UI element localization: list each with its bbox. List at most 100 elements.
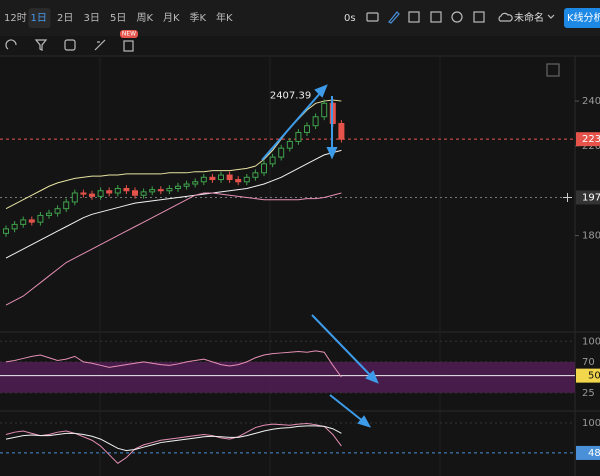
candle-body bbox=[106, 190, 113, 194]
tool-icon[interactable] bbox=[5, 39, 17, 50]
candle-body bbox=[80, 192, 87, 195]
selected-bg bbox=[28, 8, 51, 28]
candle-body bbox=[114, 188, 121, 194]
pen-icon[interactable] bbox=[388, 11, 400, 24]
crosshair-tag-bg bbox=[576, 190, 600, 205]
candle-body bbox=[175, 185, 181, 190]
arrow-head bbox=[314, 84, 328, 98]
candle-body bbox=[252, 172, 259, 178]
candle-body bbox=[123, 188, 130, 192]
dropdown-icon[interactable] bbox=[547, 14, 555, 19]
interval-tab[interactable]: 1日 bbox=[31, 13, 47, 24]
candle-body bbox=[218, 174, 224, 181]
candle-body bbox=[89, 193, 95, 197]
arrow-head bbox=[357, 415, 372, 428]
interval-tab[interactable]: 年K bbox=[216, 11, 233, 24]
overlay-line bbox=[5, 192, 342, 306]
y-tick-label: 25 bbox=[582, 388, 595, 399]
candle-body bbox=[28, 219, 35, 223]
toolbar-icons bbox=[5, 11, 560, 77]
delete-icon[interactable] bbox=[123, 40, 134, 52]
interval-tab[interactable]: 月K bbox=[163, 12, 180, 24]
indicator-line bbox=[5, 423, 342, 464]
candle-body bbox=[304, 125, 310, 133]
candle-body bbox=[312, 116, 319, 127]
cloud-icon[interactable] bbox=[498, 12, 513, 22]
timer: 0s bbox=[344, 13, 356, 24]
interval-tab[interactable]: 周K bbox=[137, 12, 154, 24]
y-tick-label: 2200 bbox=[582, 141, 600, 152]
interval-tab[interactable]: 2日 bbox=[57, 13, 73, 24]
candle-body bbox=[63, 201, 70, 210]
compare-icon[interactable] bbox=[64, 39, 76, 51]
fullscreen-icon[interactable] bbox=[430, 11, 442, 23]
candle-body bbox=[149, 189, 156, 193]
price-tag: 2230 bbox=[582, 134, 600, 145]
candle-body bbox=[261, 163, 267, 174]
interval-tab[interactable]: 12时 bbox=[4, 12, 27, 24]
price-tag-bg bbox=[576, 132, 600, 147]
expand-icon[interactable] bbox=[546, 63, 560, 77]
toolbar bbox=[0, 0, 600, 36]
candle-body bbox=[295, 131, 302, 142]
level-tag: 48 bbox=[588, 448, 600, 459]
analysis-button[interactable]: K线分析 bbox=[567, 11, 600, 24]
candle-body bbox=[243, 176, 250, 183]
candle-body bbox=[192, 181, 199, 185]
candle-body bbox=[235, 179, 242, 183]
candle-body bbox=[166, 188, 173, 192]
candle-body bbox=[209, 176, 216, 181]
candle-body bbox=[132, 190, 138, 196]
crosshair-tag: 1970 bbox=[582, 192, 600, 203]
filter-icon[interactable] bbox=[34, 39, 48, 51]
candle-body bbox=[278, 147, 285, 158]
candle-body bbox=[20, 219, 27, 225]
indicator-line bbox=[5, 425, 342, 452]
y-tick-label: 100 bbox=[582, 336, 600, 347]
candle-body bbox=[321, 102, 328, 118]
overlay-line bbox=[5, 99, 342, 210]
interval-tab[interactable]: 季K bbox=[190, 12, 207, 24]
grid-icon[interactable] bbox=[473, 11, 485, 23]
arrow bbox=[261, 90, 323, 161]
y-tick-label: 70 bbox=[582, 357, 595, 368]
y-tick-label: 1800 bbox=[582, 231, 600, 242]
indicator-icon[interactable] bbox=[94, 39, 106, 51]
candle-body bbox=[269, 156, 276, 165]
candle-body bbox=[286, 140, 293, 149]
candle-body bbox=[11, 223, 18, 230]
candle-body bbox=[183, 183, 190, 187]
annotation-arrows bbox=[261, 84, 379, 428]
candle-body bbox=[338, 122, 345, 140]
candle-body bbox=[54, 208, 61, 214]
y-tick-label: 100 bbox=[582, 418, 600, 429]
candle-body bbox=[3, 228, 9, 234]
level-tag-bg bbox=[576, 445, 600, 460]
y-tick-label: 2400 bbox=[582, 96, 600, 107]
candle-body bbox=[37, 214, 44, 223]
candle-body bbox=[71, 192, 78, 203]
analysis-button-bg[interactable] bbox=[564, 8, 600, 28]
layout-name[interactable]: 未命名 bbox=[514, 11, 544, 24]
arrow-head bbox=[326, 147, 338, 160]
candle-body bbox=[46, 212, 52, 216]
crosshair-plus bbox=[563, 192, 572, 202]
candle-body bbox=[97, 190, 104, 197]
arrow bbox=[311, 314, 373, 378]
settings-icon[interactable] bbox=[451, 11, 463, 23]
band bbox=[0, 361, 575, 393]
candle-body bbox=[200, 176, 207, 183]
interval-tab[interactable]: 3日 bbox=[84, 13, 100, 24]
interval-tab[interactable]: 5日 bbox=[110, 13, 126, 24]
level-tag-bg bbox=[576, 368, 600, 383]
camera-icon[interactable] bbox=[366, 12, 379, 22]
level-tag: 50 bbox=[588, 371, 600, 382]
overlay-line bbox=[5, 149, 342, 259]
high-annotation: 2407.39 bbox=[270, 90, 311, 101]
candle-body bbox=[226, 174, 233, 181]
badge-bg bbox=[120, 30, 138, 38]
arrow-head bbox=[365, 370, 379, 384]
arrow bbox=[329, 394, 365, 423]
layout-icon[interactable] bbox=[408, 11, 420, 23]
